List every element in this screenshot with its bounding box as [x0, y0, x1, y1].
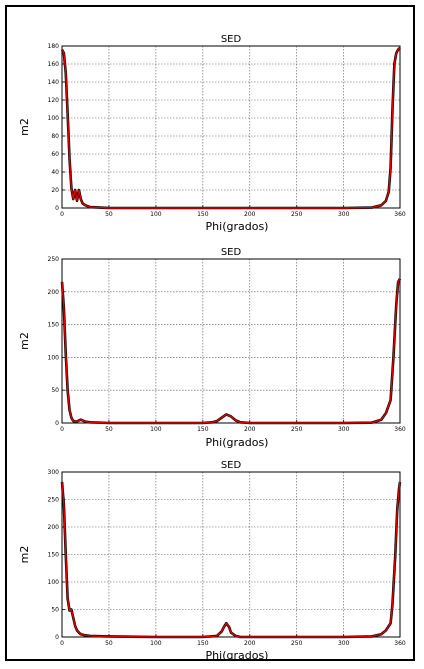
x-tick-label: 360: [394, 426, 406, 433]
x-tick-label: 50: [105, 426, 113, 433]
plot-area: [62, 259, 400, 423]
series-line: [61, 481, 401, 638]
x-tick-label: 250: [291, 211, 303, 218]
x-tick-label: 300: [338, 211, 350, 218]
y-tick-label: 150: [48, 552, 60, 559]
y-tick-label: 0: [55, 205, 59, 212]
chart-title: SED: [221, 247, 242, 258]
x-tick-label: 150: [197, 211, 209, 218]
chart-2: 0 50 100 150 200 250 300 360 0 50 100 150 200 250 SED P…: [18, 247, 406, 449]
x-tick-label: 200: [244, 640, 256, 647]
x-tick-label: 0: [60, 426, 64, 433]
x-axis-label: Phi(grados): [206, 649, 269, 662]
y-tick-label: 140: [48, 79, 60, 86]
x-tick-label: 150: [197, 426, 209, 433]
x-tick-label: 200: [244, 426, 256, 433]
x-tick-label: 100: [150, 640, 162, 647]
y-tick-label: 200: [48, 289, 60, 296]
y-tick-label: 100: [48, 354, 60, 361]
x-tick-label: 250: [291, 426, 303, 433]
x-tick-label: 100: [150, 426, 162, 433]
y-tick-label: 100: [48, 115, 60, 122]
x-axis-label: Phi(grados): [206, 436, 269, 449]
chart-3: 0 50 100 150 200 250 300 360 0 50 100 150 200 250 300 S…: [18, 460, 406, 662]
y-axis-label: m2: [18, 546, 31, 564]
chart-title: SED: [221, 34, 242, 45]
y-tick-label: 20: [51, 187, 59, 194]
y-tick-label: 50: [51, 607, 59, 614]
x-tick-label: 50: [105, 211, 113, 218]
y-tick-label: 80: [51, 133, 59, 140]
y-tick-label: 250: [48, 497, 60, 504]
y-tick-label: 250: [48, 256, 60, 263]
y-tick-label: 50: [51, 387, 59, 394]
axes-frame: [61, 258, 401, 424]
series-line: [61, 47, 401, 209]
y-tick-label: 180: [48, 43, 60, 50]
y-tick-label: 160: [48, 61, 60, 68]
y-tick-label: 200: [48, 524, 60, 531]
y-tick-label: 0: [55, 634, 59, 641]
x-tick-label: 50: [105, 640, 113, 647]
x-tick-label: 250: [291, 640, 303, 647]
x-tick-label: 360: [394, 211, 406, 218]
plot-area: [62, 46, 400, 208]
y-tick-label: 40: [51, 169, 59, 176]
x-axis-label: Phi(grados): [206, 220, 269, 233]
series-line: [61, 278, 401, 424]
x-tick-label: 100: [150, 211, 162, 218]
y-tick-label: 150: [48, 322, 60, 329]
x-tick-label: 150: [197, 640, 209, 647]
x-tick-label: 0: [60, 640, 64, 647]
y-axis-label: m2: [18, 332, 31, 350]
y-tick-label: 300: [48, 469, 60, 476]
y-tick-label: 60: [51, 151, 59, 158]
y-tick-label: 100: [48, 579, 60, 586]
x-tick-label: 300: [338, 426, 350, 433]
x-tick-label: 200: [244, 211, 256, 218]
y-axis-label: m2: [18, 118, 31, 136]
chart-title: SED: [221, 460, 242, 471]
y-tick-label: 0: [55, 420, 59, 427]
x-tick-label: 300: [338, 640, 350, 647]
x-tick-label: 360: [394, 640, 406, 647]
y-tick-label: 120: [48, 97, 60, 104]
chart-1: 0 50 100 150 200 250 300 360 0 20 40 60 80 100 120 140 1…: [18, 34, 406, 233]
x-tick-label: 0: [60, 211, 64, 218]
